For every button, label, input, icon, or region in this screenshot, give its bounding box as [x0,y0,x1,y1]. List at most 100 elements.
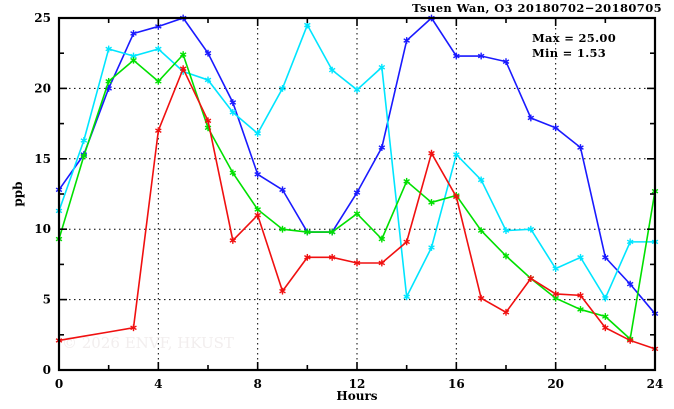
data-point-marker [254,211,261,219]
data-point-marker [428,199,435,206]
data-point-marker [80,137,88,144]
data-point-marker [105,45,112,53]
x-tick-label: 24 [647,377,664,391]
data-point-marker [527,225,535,233]
data-point-marker [403,293,410,301]
data-point-marker [378,144,386,151]
data-point-marker [502,252,510,260]
data-point-marker [453,52,460,60]
watermark-label: © 2026 ENVF, HKUST [62,334,234,352]
data-point-marker [428,244,435,251]
data-point-marker [552,290,559,298]
data-point-marker [477,227,485,235]
data-point-marker [378,259,386,267]
data-point-marker [602,324,609,332]
page-title: Tsuen Wan, O3 20180702−20180705 [412,1,662,15]
data-point-marker [155,77,162,85]
data-point-marker [204,49,212,57]
y-tick-label: 25 [34,11,51,25]
data-point-marker [254,130,261,137]
data-point-marker [477,294,485,302]
data-point-marker [502,58,510,66]
axis-tick-labels: 0 4 8 12 16 20 24 0 5 10 15 20 25 [34,11,663,391]
data-point-marker [328,253,336,261]
data-point-marker [527,114,535,122]
data-point-marker [179,65,187,73]
data-point-marker [279,225,286,233]
data-point-marker [254,170,261,178]
x-tick-label: 0 [55,377,63,391]
data-point-marker [403,177,410,185]
data-point-marker [502,227,510,235]
y-tick-label: 20 [34,81,51,95]
x-axis-title: Hours [336,389,377,403]
data-point-marker [602,313,609,320]
data-point-marker [229,169,237,177]
data-point-marker [378,63,386,71]
data-point-marker [602,253,609,261]
watermark: © 2026 ENVF, HKUST [62,334,234,352]
data-point-marker [403,238,410,246]
max-value-label: Max = 25.00 [532,31,616,45]
y-tick-label: 0 [43,363,51,377]
x-tick-label: 20 [547,377,564,391]
y-tick-label: 15 [34,152,51,166]
data-point-marker [626,280,634,288]
series-line [58,53,656,341]
data-point-marker [353,210,361,218]
data-point-marker [552,265,559,273]
data-point-marker [477,176,485,184]
data-point-marker [130,56,137,64]
data-point-marker [453,151,460,158]
data-point-marker [204,117,212,125]
y-tick-label: 10 [34,222,51,236]
data-series [55,65,659,353]
data-point-marker [378,235,386,243]
stats-box: Max = 25.00 Min = 1.53 [532,31,616,60]
data-point-marker [577,253,584,261]
data-point-marker [353,86,361,94]
data-point-marker [353,189,361,196]
data-point-marker [229,99,237,106]
data-point-marker [403,37,410,44]
data-point-marker [155,127,162,135]
data-point-marker [353,259,361,267]
data-point-marker [204,76,212,84]
data-point-marker [279,186,286,194]
data-point-marker [279,287,286,295]
data-point-marker [428,149,435,157]
y-tick-label: 5 [43,293,51,307]
data-point-marker [279,85,286,92]
data-point-marker [130,324,137,332]
data-point-marker [328,66,336,74]
data-series-layer [55,14,659,353]
data-point-marker [155,45,162,53]
data-point-marker [229,108,237,116]
data-point-marker [453,193,460,201]
axis-frame [57,16,657,372]
data-point-marker [577,144,584,151]
data-point-marker [602,294,609,302]
data-point-marker [626,337,634,344]
x-tick-label: 4 [154,377,162,391]
data-point-marker [477,52,485,60]
data-point-marker [130,30,137,37]
data-point-marker [626,238,634,246]
data-point-marker [502,308,510,316]
data-point-marker [577,306,584,313]
series-line [58,23,655,300]
data-point-marker [577,291,584,299]
min-value-label: Min = 1.53 [532,46,606,60]
data-point-marker [552,124,559,132]
data-point-marker [304,253,311,261]
data-point-marker [229,237,237,244]
x-tick-label: 12 [349,377,366,391]
x-tick-label: 8 [253,377,261,391]
data-point-marker [328,228,336,236]
data-point-marker [179,51,187,59]
data-point-marker [105,77,112,85]
data-point-marker [80,152,88,160]
data-series [55,21,659,302]
